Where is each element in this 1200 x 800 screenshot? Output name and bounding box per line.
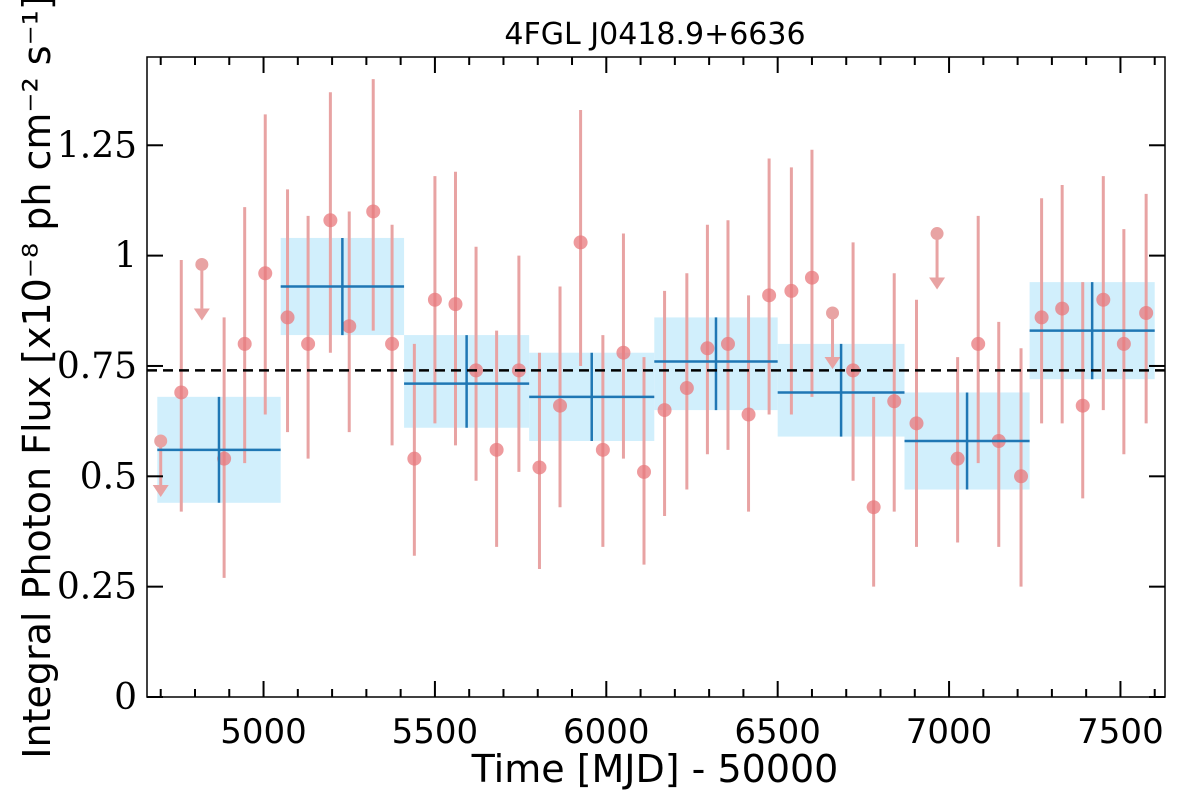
flux-point xyxy=(237,336,252,351)
flux-point xyxy=(573,235,588,250)
flux-point xyxy=(950,451,965,466)
flux-point xyxy=(217,451,232,466)
y-tick-label: 1.25 xyxy=(57,125,137,166)
flux-point xyxy=(385,336,400,351)
upper-limit-arrow-head xyxy=(152,485,169,497)
flux-point xyxy=(1096,292,1111,307)
flux-point xyxy=(1034,310,1049,325)
chart-title: 4FGL J0418.9+6636 xyxy=(504,17,805,52)
x-tick-label: 6500 xyxy=(734,712,821,752)
flux-point xyxy=(762,288,777,303)
flux-point xyxy=(1075,398,1090,413)
flux-point xyxy=(553,398,568,413)
flux-point xyxy=(427,292,442,307)
upper-limit-arrow-head xyxy=(929,277,946,290)
flux-point xyxy=(595,442,610,457)
upper-limit-point xyxy=(930,227,944,241)
x-axis-label: Time [MJD] - 50000 xyxy=(471,747,839,791)
flux-point xyxy=(637,464,652,479)
flux-point xyxy=(448,297,463,312)
flux-point xyxy=(720,336,735,351)
y-tick-label: 0 xyxy=(114,677,137,718)
flux-point xyxy=(700,341,715,356)
x-tick-label: 6000 xyxy=(563,712,650,752)
flux-point xyxy=(342,319,357,334)
y-tick-label: 0.5 xyxy=(80,456,137,497)
upper-limit-point xyxy=(154,434,168,448)
flux-point xyxy=(804,270,819,285)
flux-point xyxy=(1139,306,1154,320)
flux-point xyxy=(784,283,799,298)
flux-point xyxy=(174,385,189,400)
axes: 5000 5500 6000 6500 7000 7500 0 0.25 0.5 0.75 1 1.2… xyxy=(57,57,1165,752)
flux-point xyxy=(1055,301,1070,316)
flux-point xyxy=(741,407,756,422)
plot-frame xyxy=(146,56,1166,698)
upper-limit-point xyxy=(826,306,840,320)
flux-point xyxy=(258,266,273,281)
upper-limit-point xyxy=(195,257,209,271)
upper-limit-arrow-head xyxy=(193,308,210,321)
y-tick-label: 0.25 xyxy=(57,567,137,608)
plot-area xyxy=(147,79,1165,587)
flux-point xyxy=(971,336,986,351)
flux-point xyxy=(657,403,672,418)
flux-point xyxy=(866,500,881,515)
flux-point xyxy=(1116,336,1131,351)
y-axis-label: Integral Photon Flux [x10⁻⁸ ph cm⁻² s⁻¹] xyxy=(15,0,59,759)
flux-point xyxy=(407,451,422,466)
y-tick-label: 1 xyxy=(114,236,137,277)
flux-point xyxy=(301,336,316,351)
flux-point xyxy=(532,460,547,475)
flux-point xyxy=(280,310,295,325)
flux-point xyxy=(909,416,924,431)
flux-point xyxy=(323,213,338,228)
x-tick-label: 7500 xyxy=(1077,712,1164,752)
flux-point xyxy=(489,442,504,457)
x-tick-label: 7000 xyxy=(906,712,993,752)
flux-point xyxy=(616,345,631,360)
flux-point xyxy=(887,394,902,409)
flux-point xyxy=(1014,469,1029,484)
x-tick-label: 5000 xyxy=(220,712,307,752)
flux-point xyxy=(366,204,381,219)
upper-limit-arrow-head xyxy=(824,357,841,369)
x-tick-label: 5500 xyxy=(392,712,479,752)
y-tick-label: 0.75 xyxy=(57,346,137,387)
flux-point xyxy=(679,381,694,396)
